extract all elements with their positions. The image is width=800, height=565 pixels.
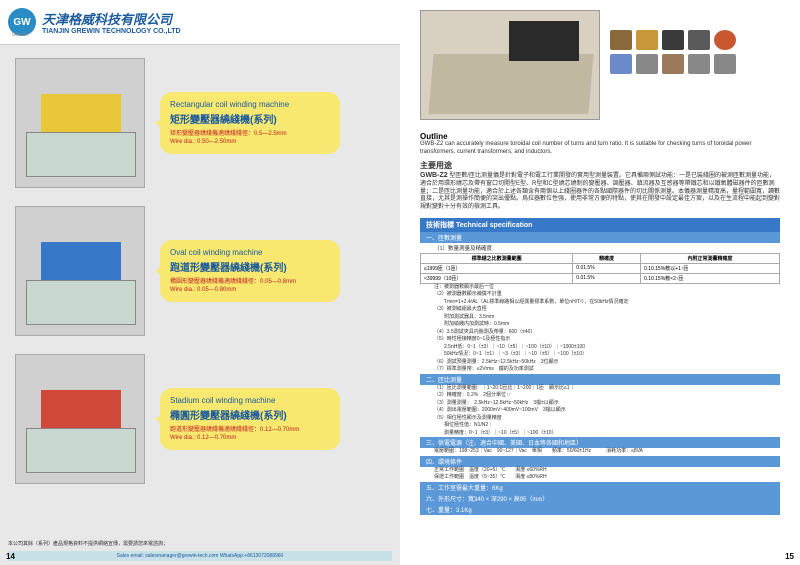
outline-text: GWB-Z2 can accurately measure toroidal c… <box>420 141 780 157</box>
product-title-en: Rectangular coil winding machine <box>170 100 330 109</box>
product-title-en: Oval coil winding machine <box>170 248 330 257</box>
product-image <box>15 58 145 188</box>
usage-desc: 型匝數/匝比测量儀是針對電子和電工行業開發的實用型測量裝置。它具備兩側試功能：一… <box>420 173 780 210</box>
spec-power: 電壓範圍：198~253｜Vac 90~127｜Vac 單相 頻率：50/60±… <box>420 448 780 456</box>
spec-cat-4: 四、環境條件 <box>420 456 780 467</box>
disclaimer: 本公司其餘（系列）產品規格資料不提供網絡宣傳，需要請您來電諮詢； <box>8 540 168 547</box>
page-number-right: 15 <box>785 552 794 561</box>
product-row-2: Stadium coil winding machine 橢圓形變壓器繞綫機(系… <box>15 349 400 489</box>
contact-footer: Sales email: salesmanager@grewin-tech.co… <box>8 551 392 561</box>
company-name-en: TIANJIN GREWIN TECHNOLOGY CO.,LTD <box>42 28 181 35</box>
spec-cat-7: 七、重量：3.1Kg <box>420 504 780 515</box>
product-info-box: Oval coil winding machine 跑道形變壓器繞綫機(系列) … <box>160 240 340 303</box>
product-info-box: Rectangular coil winding machine 矩形變壓器繞綫… <box>160 92 340 155</box>
spec-cat-6: 六、外形尺寸：寬340 × 深290 × 高95（mm） <box>420 493 780 504</box>
logo-subtext: Grewin <box>12 32 28 38</box>
spec-cat-5: 五、工作室需最大重量：6Kg <box>420 482 780 493</box>
spec-turns-ratio: （1）匝比測量範圍：｜1~20:1匝比｜1~200｜1匝 顯示比≤1｜（2）精確… <box>420 385 780 438</box>
product-image <box>15 206 145 336</box>
spec-cat-2: 二、匝比測量 <box>420 374 780 385</box>
spec-notes-1: 注：被測器數顯示最后一位（2）被測器數顯示補償不計重 Tmin=1+2.4/AL… <box>420 284 780 374</box>
spec-section: 技術指標 Technical specification 一、匝數測量（1）數量… <box>400 214 800 519</box>
product-title-cn: 跑道形變壓器繞綫機(系列) <box>170 259 330 274</box>
outline-section: Outline GWB-Z2 can accurately measure to… <box>400 130 800 159</box>
device-photo <box>420 10 600 120</box>
component-samples <box>610 10 760 120</box>
product-hero <box>400 0 800 130</box>
accuracy-table: 標準綫之比數測量範圍精確度內附正常測量精確度 ≤1999匝（1匝）0.01.5%… <box>420 253 780 284</box>
product-spec: 跑道形變壓器繞綫機適繞綫綫徑：0.12—0.70mmWire dia.: 0.1… <box>170 426 330 443</box>
right-page: Outline GWB-Z2 can accurately measure to… <box>400 0 800 565</box>
left-page: GW Grewin 天津格威科技有限公司 TIANJIN GREWIN TECH… <box>0 0 400 565</box>
page-number-left: 14 <box>6 552 15 561</box>
model-number: GWB-Z2 <box>420 172 448 179</box>
spec-cat-3: 三、供電電源（注、適合中國、美國、日本等各國和地區） <box>420 437 780 448</box>
spec-sub: （1）數量測量及精確度 <box>420 243 780 253</box>
spec-env: 正常工作範圍 溫度（20+5）℃ 濕度 ≤60%RH保證工作範圍 溫度（5~35… <box>420 467 780 482</box>
usage-section: 主要用途 GWB-Z2 型匝數/匝比测量儀是針對電子和電工行業開發的實用型測量裝… <box>400 159 800 214</box>
product-spec: 矩形變壓器繞綫機適繞綫綫徑：0.5—2.5mmWire dia.: 0.50—2… <box>170 130 330 147</box>
product-title-cn: 橢圓形變壓器繞綫機(系列) <box>170 407 330 422</box>
usage-title: 主要用途 <box>420 161 780 171</box>
product-title-en: Stadium coil winding machine <box>170 396 330 405</box>
product-row-0: Rectangular coil winding machine 矩形變壓器繞綫… <box>15 53 400 193</box>
company-name-cn: 天津格威科技有限公司 <box>42 9 181 28</box>
spec-header: 技術指標 Technical specification <box>420 218 780 232</box>
spec-cat-1: 一、匝數測量 <box>420 232 780 243</box>
page-header: GW Grewin 天津格威科技有限公司 TIANJIN GREWIN TECH… <box>0 0 400 45</box>
product-info-box: Stadium coil winding machine 橢圓形變壓器繞綫機(系… <box>160 388 340 451</box>
product-title-cn: 矩形變壓器繞綫機(系列) <box>170 111 330 126</box>
catalog-spread: GW Grewin 天津格威科技有限公司 TIANJIN GREWIN TECH… <box>0 0 800 565</box>
product-spec: 橢圓形變壓器繞綫機適繞綫綫徑：0.05—0.8mmWire dia.: 0.05… <box>170 278 330 295</box>
product-row-1: Oval coil winding machine 跑道形變壓器繞綫機(系列) … <box>15 201 400 341</box>
outline-title: Outline <box>420 132 780 141</box>
product-image <box>15 354 145 484</box>
